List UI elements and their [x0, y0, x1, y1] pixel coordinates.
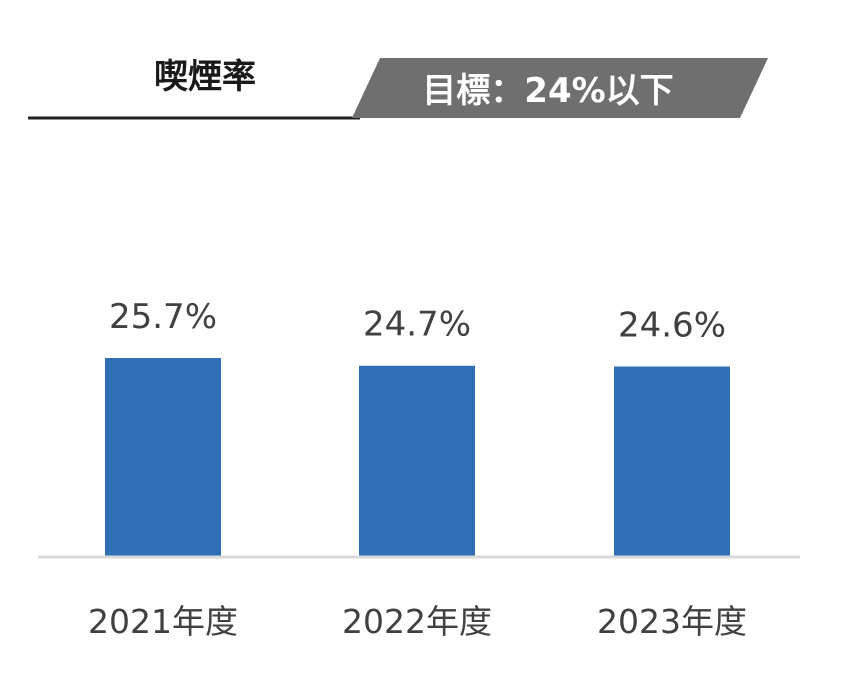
chart-title: 喫煙率 — [154, 57, 256, 97]
bar-group — [105, 358, 730, 557]
bar-value-label: 24.7% — [363, 305, 471, 345]
category-label: 2021年度 — [88, 602, 238, 641]
category-label-group: 2021年度 2022年度 2023年度 — [88, 602, 747, 641]
value-label-group: 25.7% 24.7% 24.6% — [109, 297, 726, 346]
target-label: 目標：24%以下 — [422, 71, 673, 111]
bar-value-label: 24.6% — [618, 306, 726, 346]
bar — [614, 366, 730, 557]
target-badge — [352, 58, 768, 118]
category-label: 2022年度 — [342, 602, 492, 641]
category-label: 2023年度 — [597, 602, 747, 641]
bar-value-label: 25.7% — [109, 297, 217, 337]
bar — [359, 365, 475, 557]
bar — [105, 358, 221, 557]
